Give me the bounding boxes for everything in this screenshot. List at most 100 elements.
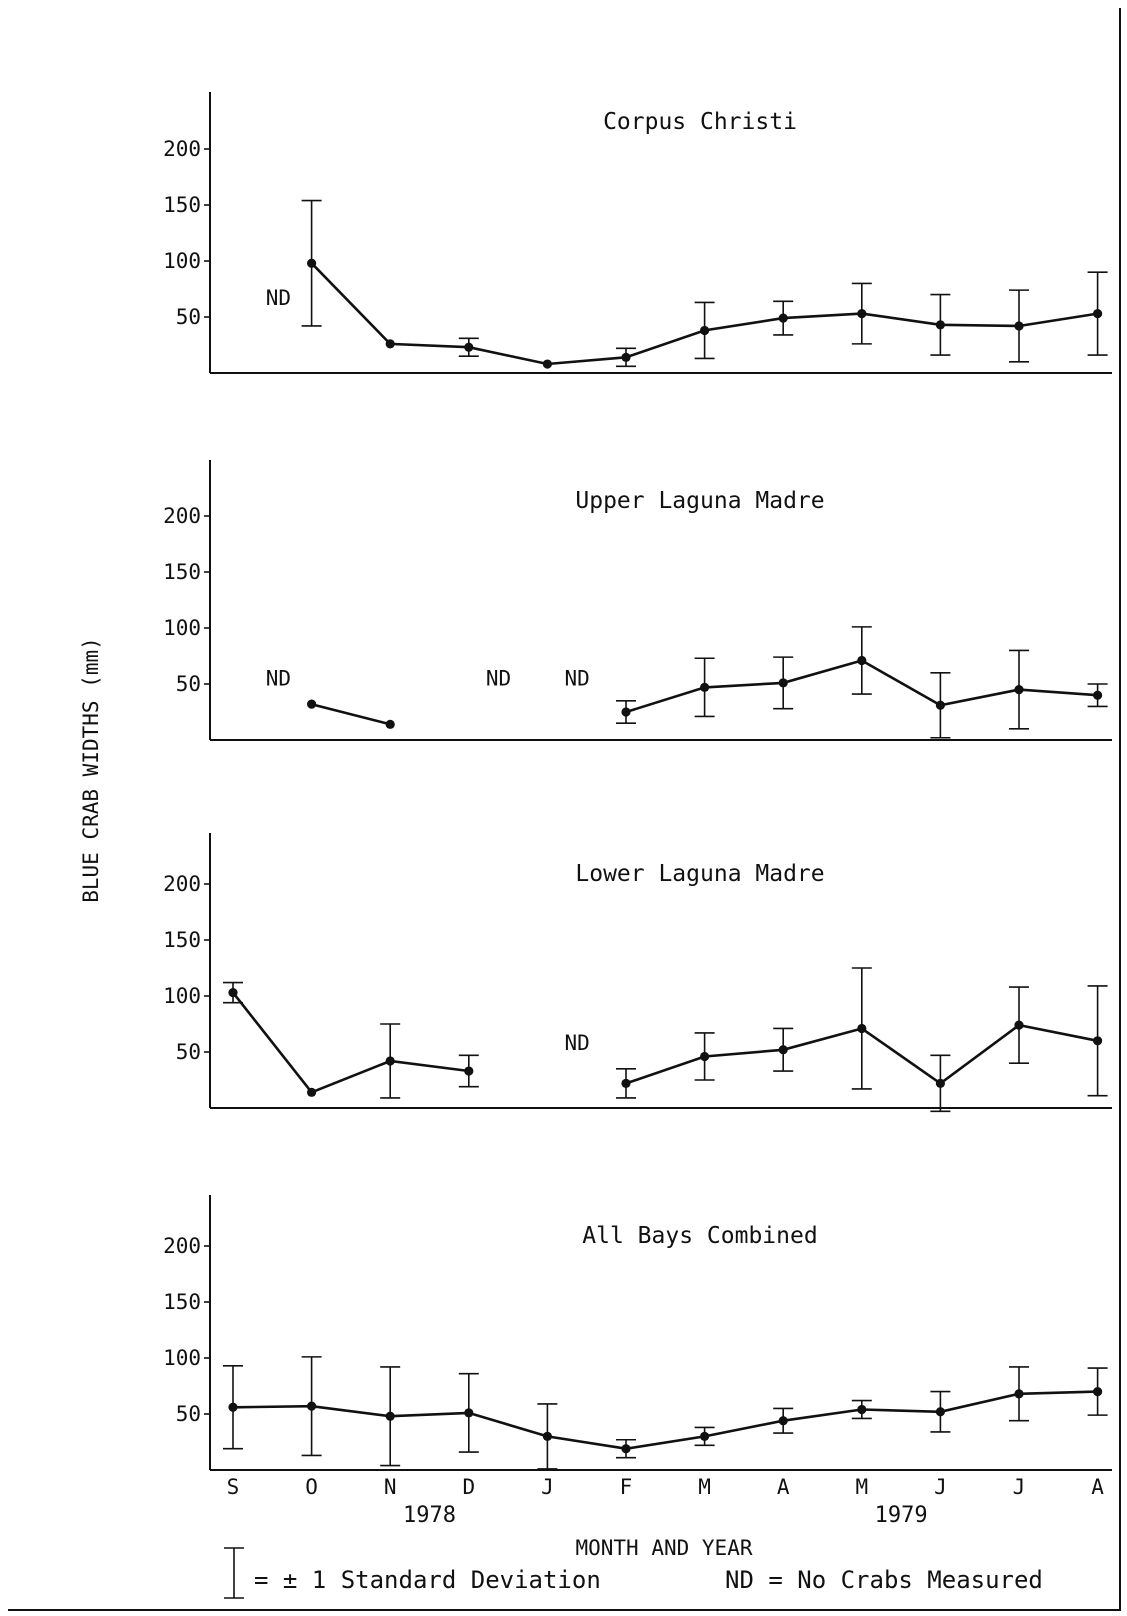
x-tick-label: J: [541, 1475, 554, 1499]
y-tick-label: 100: [163, 249, 201, 273]
data-point: [935, 700, 946, 710]
data-point: [307, 1401, 317, 1411]
data-point: [1093, 309, 1103, 319]
panel-all-bays-combined: 50 100 150 200 All Bays Combined: [163, 1195, 1112, 1471]
data-point: [464, 1066, 474, 1076]
x-tick-label: J: [1013, 1475, 1026, 1499]
x-tick-label: S: [227, 1475, 240, 1499]
series-line: [232, 1390, 1098, 1451]
data-point: [621, 707, 631, 717]
legend-sd-text: = ± 1 Standard Deviation: [254, 1566, 601, 1594]
data-point: [857, 1023, 867, 1034]
data-point: [778, 1045, 788, 1055]
data-point: [228, 988, 238, 998]
panel-title: Lower Laguna Madre: [575, 861, 824, 887]
data-point: [307, 699, 317, 709]
panels-layer: 50 100 150 200 Corpus Christi ND 50 100 150 200 Up…: [163, 92, 1112, 1471]
panel-title: Corpus Christi: [603, 109, 797, 135]
y-tick-label: 100: [163, 1346, 201, 1370]
data-point: [700, 1051, 710, 1062]
series-line: [311, 702, 391, 726]
data-point: [1014, 685, 1024, 695]
data-point: [464, 1408, 474, 1418]
data-point: [1014, 1020, 1024, 1030]
data-point: [700, 682, 710, 692]
y-tick-label: 200: [163, 1234, 201, 1258]
y-tick-label: 100: [163, 984, 201, 1008]
nd-label: ND: [486, 666, 511, 690]
data-point: [542, 1431, 553, 1441]
data-point: [1014, 1389, 1024, 1399]
y-tick-label: 150: [163, 1290, 201, 1314]
x-tick-label: D: [462, 1475, 475, 1499]
data-point: [307, 258, 317, 268]
data-point: [778, 1416, 788, 1426]
y-tick-label: 150: [163, 560, 201, 584]
panel-lower-laguna-madre: 50 100 150 200 Lower Laguna Madre ND: [163, 833, 1112, 1113]
legend: = ± 1 Standard Deviation ND = No Crabs M…: [224, 1547, 1043, 1599]
y-tick-label: 200: [163, 504, 201, 528]
y-tick-label: 50: [176, 672, 201, 696]
year-labels: 1978 1979: [403, 1503, 928, 1528]
x-tick-label: M: [855, 1475, 868, 1499]
data-point: [621, 1078, 631, 1088]
data-point: [778, 313, 788, 323]
y-tick-label: 50: [176, 1040, 201, 1064]
data-point: [935, 1078, 946, 1088]
data-point: [1093, 1387, 1103, 1397]
data-point: [385, 339, 395, 349]
data-point: [1014, 321, 1024, 331]
nd-label: ND: [564, 666, 589, 690]
nd-label: ND: [564, 1031, 589, 1055]
legend-nd-text: ND = No Crabs Measured: [725, 1566, 1043, 1594]
panel-corpus-christi: 50 100 150 200 Corpus Christi ND: [163, 92, 1112, 374]
x-tick-label: O: [305, 1475, 318, 1499]
year-label: 1979: [875, 1503, 928, 1528]
data-point: [700, 325, 710, 336]
x-tick-label: M: [698, 1475, 711, 1499]
y-tick-label: 50: [176, 305, 201, 329]
data-point: [857, 655, 867, 666]
x-tick-label: A: [777, 1475, 790, 1499]
panel-title: Upper Laguna Madre: [575, 488, 824, 514]
data-point: [385, 1411, 395, 1421]
x-tick-label: J: [934, 1475, 947, 1499]
y-tick-label: 150: [163, 193, 201, 217]
data-point: [857, 1404, 867, 1415]
x-tick-label: N: [384, 1475, 397, 1499]
data-point: [307, 1087, 317, 1097]
data-point: [464, 342, 474, 352]
nd-label: ND: [266, 666, 291, 690]
series-line: [231, 991, 469, 1094]
data-point: [385, 719, 395, 729]
data-point: [542, 359, 553, 369]
data-point: [935, 1407, 946, 1417]
data-point: [1093, 1036, 1103, 1046]
y-tick-label: 200: [163, 872, 201, 896]
data-point: [935, 320, 946, 330]
panel-title: All Bays Combined: [582, 1223, 817, 1249]
data-point: [778, 678, 788, 688]
data-point: [621, 1444, 631, 1454]
data-point: [228, 1402, 238, 1412]
y-tick-label: 50: [176, 1402, 201, 1426]
data-point: [1093, 690, 1103, 700]
x-axis-title: MONTH AND YEAR: [575, 1536, 752, 1560]
x-tick-label: A: [1091, 1475, 1104, 1499]
page-frame: [8, 8, 1121, 1611]
nd-label: ND: [266, 286, 291, 310]
x-tick-label: F: [620, 1475, 633, 1499]
data-point: [857, 309, 867, 319]
data-point: [621, 352, 631, 362]
y-axis-title: BLUE CRAB WIDTHS (mm): [79, 637, 103, 903]
y-tick-label: 200: [163, 137, 201, 161]
data-point: [700, 1431, 710, 1441]
year-label: 1978: [403, 1503, 456, 1528]
data-point: [385, 1056, 395, 1066]
legend-sd-symbol: [224, 1547, 244, 1599]
y-tick-label: 150: [163, 928, 201, 952]
y-tick-label: 100: [163, 616, 201, 640]
panel-upper-laguna-madre: 50 100 150 200 Upper Laguna Madre ND ND ND: [163, 460, 1112, 741]
